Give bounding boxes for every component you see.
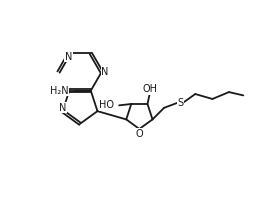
Text: O: O (136, 129, 144, 139)
Text: N: N (59, 103, 66, 112)
Text: H₂N: H₂N (50, 86, 69, 96)
Text: OH: OH (142, 84, 157, 94)
Text: S: S (177, 98, 183, 108)
Text: N: N (65, 52, 72, 62)
Text: N: N (102, 67, 109, 77)
Text: HO: HO (99, 100, 114, 110)
